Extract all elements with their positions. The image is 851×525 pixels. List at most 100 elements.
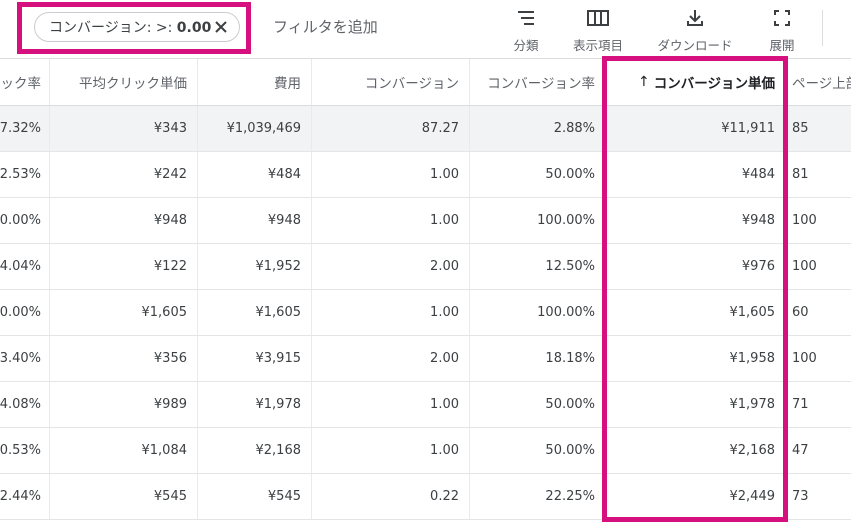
cell-top-impression: 81: [792, 167, 809, 182]
table-header-row: ック率 平均クリック単価 費用 コンバージョン コンバージョン率 ↑ コンバージョ…: [0, 58, 851, 106]
cell-conversions: 1.00: [312, 152, 470, 197]
cell-avg-cpc: ¥545: [50, 474, 198, 519]
cell-avg-cpc: ¥356: [50, 336, 198, 381]
columns-label: 表示項目: [572, 38, 623, 53]
cell-avg-cpc: ¥343: [50, 106, 198, 151]
cell-avg-cpc: ¥948: [50, 198, 198, 243]
cell-ctr: 2.53%: [0, 152, 50, 197]
segment-label: 分類: [513, 38, 539, 53]
cell-conversions: 2.00: [312, 336, 470, 381]
cell-cost: ¥1,605: [198, 290, 312, 335]
cell-top-impression: 85: [792, 121, 809, 136]
cell-top-impression: 73: [792, 489, 809, 504]
fullscreen-icon: [770, 6, 794, 30]
cell-conversions: 87.27: [312, 106, 470, 151]
cell-ctr: 17.32%: [0, 106, 50, 151]
cell-conversions: 1.00: [312, 198, 470, 243]
cell-top-impression: 47: [792, 443, 809, 458]
cell-cost-per-conversion: ¥2,449: [606, 474, 786, 519]
cell-cost: ¥1,952: [198, 244, 312, 289]
table-row: 4.08% ¥989 ¥1,978 1.00 50.00% ¥1,978 71: [0, 382, 851, 428]
segment-icon: [514, 6, 538, 30]
download-button[interactable]: ダウンロード: [648, 6, 742, 54]
cell-conversion-rate: 100.00%: [470, 290, 606, 335]
stats-table: ック率 平均クリック単価 費用 コンバージョン コンバージョン率 ↑ コンバージョ…: [0, 58, 851, 520]
cell-cost: ¥545: [198, 474, 312, 519]
filter-toolbar: コンバージョン: >: 0.00 フィルタを追加 分類 表示項目 ダウンロード …: [0, 0, 851, 58]
cell-conversion-rate: 50.00%: [470, 382, 606, 427]
cell-cost-per-conversion: ¥2,168: [606, 428, 786, 473]
column-header-cost[interactable]: 費用: [198, 59, 312, 105]
cell-ctr: 23.40%: [0, 336, 50, 381]
cell-conversion-rate: 22.25%: [470, 474, 606, 519]
segment-button[interactable]: 分類: [508, 6, 544, 54]
column-header-top-impression[interactable]: ページ上部: [792, 76, 851, 92]
cell-conversion-rate: 2.88%: [470, 106, 606, 151]
cell-avg-cpc: ¥1,605: [50, 290, 198, 335]
cell-conversion-rate: 50.00%: [470, 428, 606, 473]
cell-cost-per-conversion: ¥948: [606, 198, 786, 243]
column-header-cost-per-conversion[interactable]: ↑ コンバージョン単価: [606, 59, 786, 105]
column-header-avg-cpc[interactable]: 平均クリック単価: [50, 59, 198, 105]
cell-ctr: 2.44%: [0, 474, 50, 519]
cell-conversion-rate: 12.50%: [470, 244, 606, 289]
cell-conversions: 2.00: [312, 244, 470, 289]
cell-avg-cpc: ¥122: [50, 244, 198, 289]
download-label: ダウンロード: [657, 38, 733, 53]
column-header-conversion-rate[interactable]: コンバージョン率: [470, 59, 606, 105]
cell-cost: ¥3,915: [198, 336, 312, 381]
cell-avg-cpc: ¥1,084: [50, 428, 198, 473]
cell-top-impression: 60: [792, 305, 809, 320]
cell-cost: ¥484: [198, 152, 312, 197]
cell-cost-per-conversion: ¥11,911: [606, 106, 786, 151]
columns-button[interactable]: 表示項目: [566, 6, 630, 54]
cell-conversions: 1.00: [312, 382, 470, 427]
cell-ctr: 00.00%: [0, 198, 50, 243]
cell-conversions: 1.00: [312, 290, 470, 335]
table-row: 2.53% ¥242 ¥484 1.00 50.00% ¥484 81: [0, 152, 851, 198]
cell-cost-per-conversion: ¥1,605: [606, 290, 786, 335]
cell-ctr: 4.08%: [0, 382, 50, 427]
cell-ctr: 34.04%: [0, 244, 50, 289]
cell-cost-per-conversion: ¥1,958: [606, 336, 786, 381]
cell-ctr: 10.53%: [0, 428, 50, 473]
cell-conversion-rate: 18.18%: [470, 336, 606, 381]
expand-label: 展開: [769, 38, 795, 53]
add-filter-button[interactable]: フィルタを追加: [273, 18, 378, 36]
expand-button[interactable]: 展開: [762, 6, 802, 54]
cell-conversion-rate: 50.00%: [470, 152, 606, 197]
cell-conversions: 1.00: [312, 428, 470, 473]
column-header-conversions[interactable]: コンバージョン: [312, 59, 470, 105]
filter-chip-label: コンバージョン: >: 0.00: [49, 20, 212, 36]
column-header-ctr[interactable]: ック率: [0, 59, 50, 105]
cell-avg-cpc: ¥242: [50, 152, 198, 197]
cell-top-impression: 100: [792, 259, 817, 274]
download-icon: [683, 6, 707, 30]
sort-ascending-icon: ↑: [638, 74, 650, 90]
cell-avg-cpc: ¥989: [50, 382, 198, 427]
cell-cost-per-conversion: ¥976: [606, 244, 786, 289]
columns-icon: [586, 6, 610, 30]
cell-cost: ¥948: [198, 198, 312, 243]
cell-conversion-rate: 100.00%: [470, 198, 606, 243]
cell-top-impression: 71: [792, 397, 809, 412]
cell-cost: ¥1,978: [198, 382, 312, 427]
cell-cost-per-conversion: ¥1,978: [606, 382, 786, 427]
close-icon[interactable]: [213, 19, 229, 35]
cell-conversions: 0.22: [312, 474, 470, 519]
cell-cost: ¥1,039,469: [198, 106, 312, 151]
toolbar-divider: [822, 10, 823, 46]
cell-top-impression: 100: [792, 351, 817, 366]
cell-cost: ¥2,168: [198, 428, 312, 473]
cell-ctr: 20.00%: [0, 290, 50, 335]
filter-chip-conversions[interactable]: コンバージョン: >: 0.00: [34, 12, 240, 42]
table-row: 2.44% ¥545 ¥545 0.22 22.25% ¥2,449 73: [0, 474, 851, 520]
cell-top-impression: 100: [792, 213, 817, 228]
cell-cost-per-conversion: ¥484: [606, 152, 786, 197]
